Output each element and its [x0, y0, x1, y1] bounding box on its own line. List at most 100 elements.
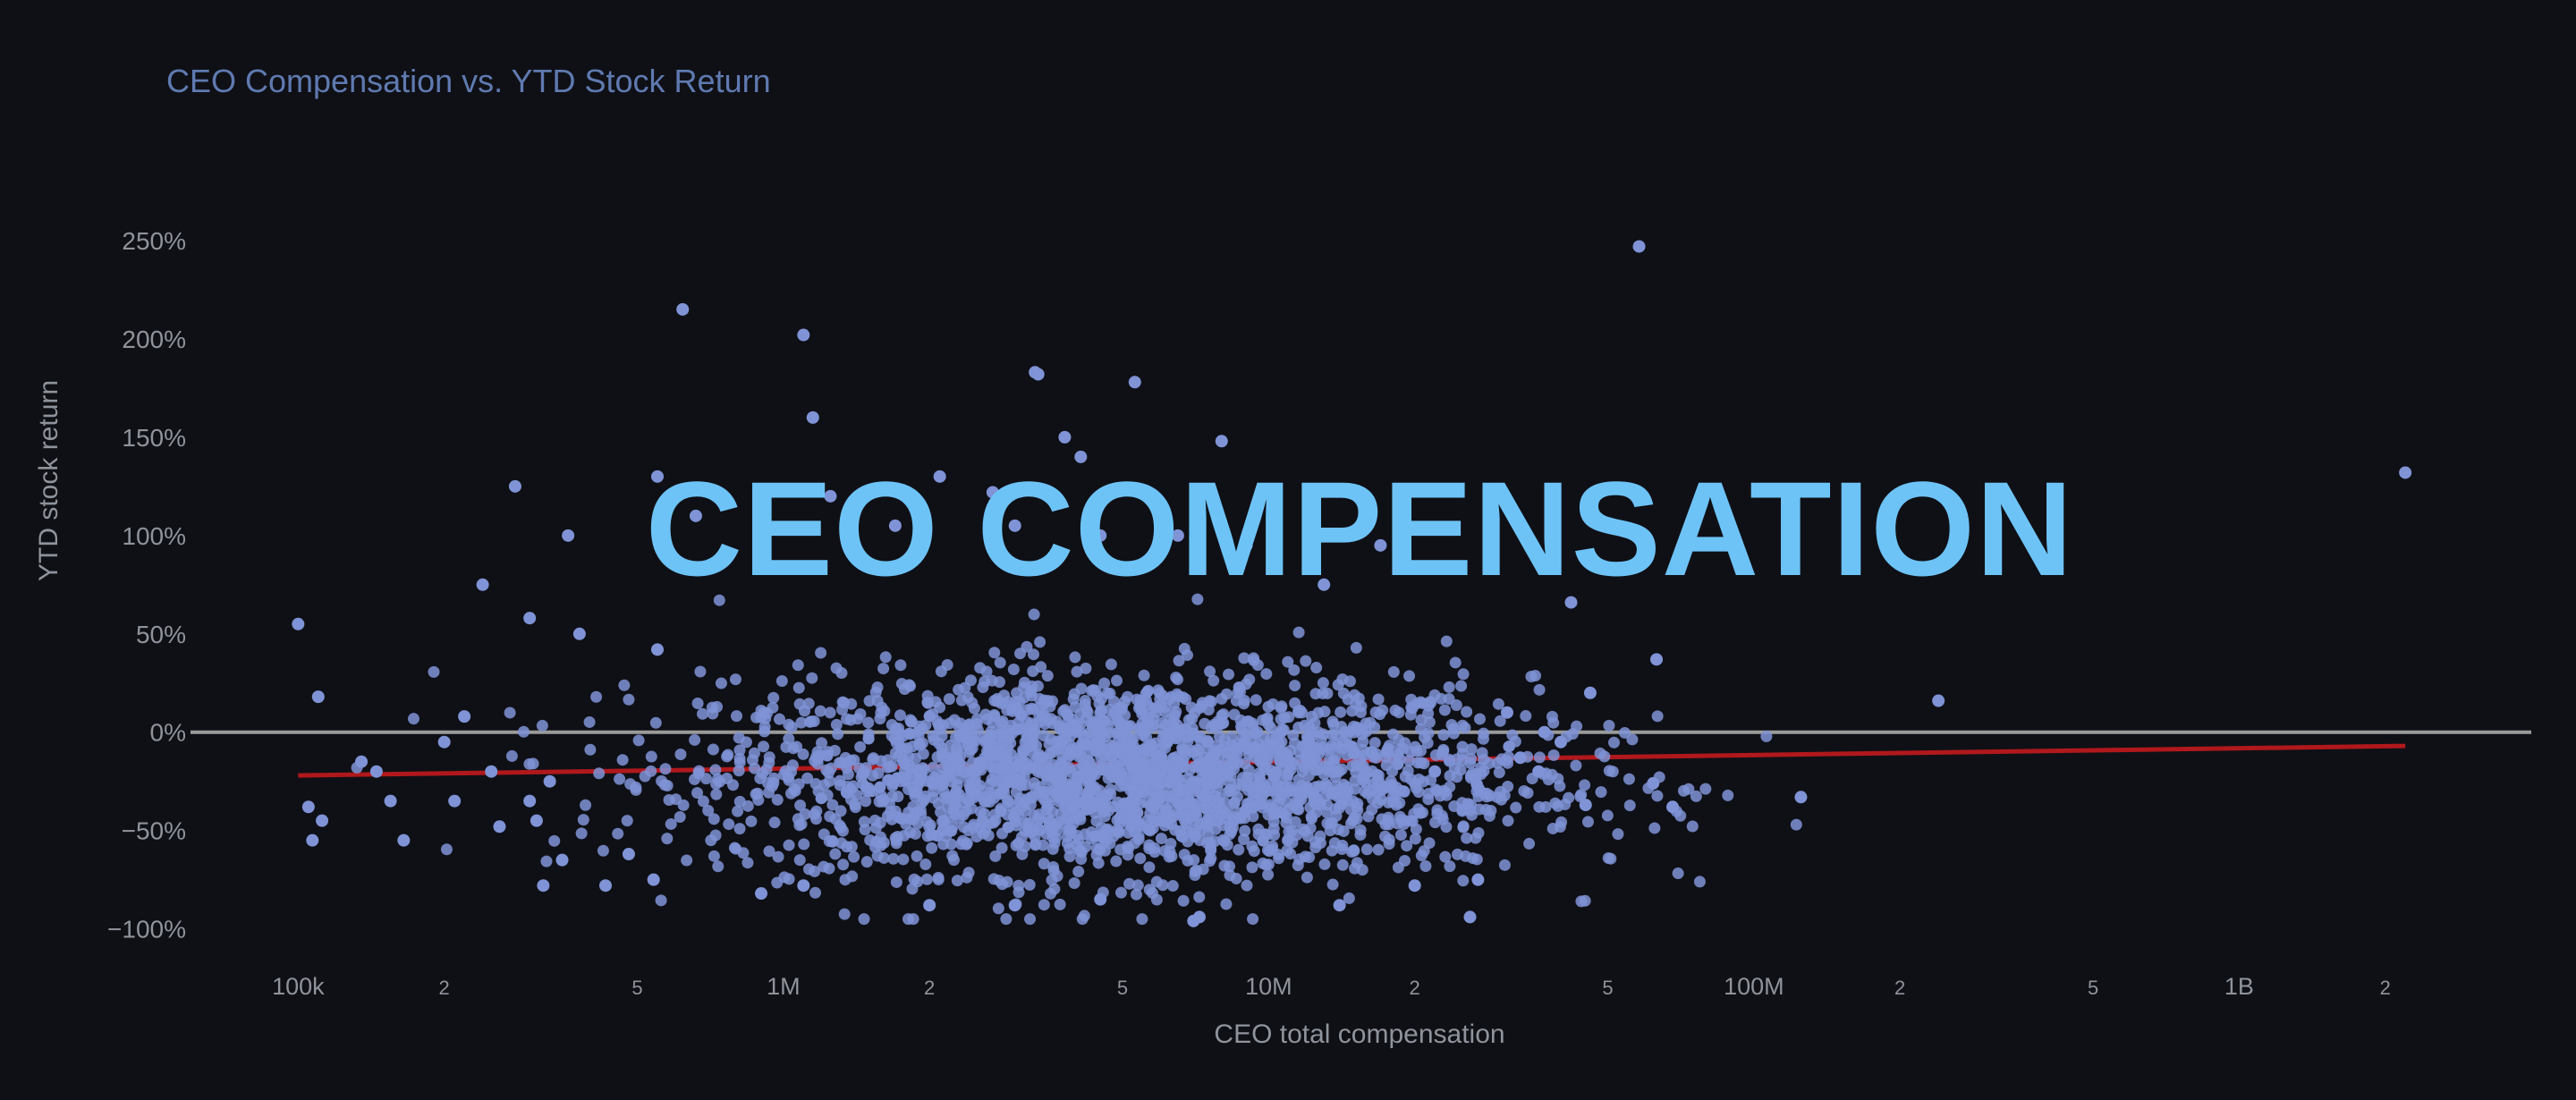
data-point	[1005, 800, 1018, 813]
data-point	[1009, 816, 1021, 828]
data-point	[580, 799, 592, 811]
data-point	[1143, 884, 1156, 896]
x-tick-label: 5	[1602, 977, 1613, 999]
data-point	[1205, 696, 1217, 708]
data-point	[1007, 663, 1020, 675]
data-point	[723, 818, 735, 831]
data-point	[1619, 726, 1631, 739]
data-point	[1444, 860, 1456, 873]
data-point	[899, 757, 911, 770]
data-point	[826, 799, 839, 811]
data-point	[733, 756, 746, 768]
data-point	[1326, 878, 1339, 891]
data-point	[1038, 709, 1051, 722]
data-point	[1208, 835, 1221, 848]
data-point	[1650, 653, 1664, 666]
data-point	[1178, 849, 1191, 861]
data-point	[1393, 707, 1405, 719]
data-point	[1500, 754, 1513, 766]
data-point	[931, 715, 944, 728]
data-point	[1502, 815, 1514, 827]
data-point	[1318, 728, 1330, 740]
data-point	[752, 794, 765, 807]
data-point	[1595, 786, 1607, 799]
data-point	[1456, 740, 1469, 753]
data-point	[894, 812, 907, 825]
data-point	[1364, 746, 1377, 758]
data-point	[1201, 736, 1214, 749]
data-point	[1547, 749, 1560, 761]
data-point	[1493, 766, 1505, 779]
data-point	[1521, 787, 1534, 800]
data-point	[1325, 817, 1337, 830]
data-point	[1075, 846, 1088, 859]
data-point	[897, 853, 910, 866]
data-point	[1002, 724, 1014, 737]
data-point	[1080, 712, 1093, 724]
data-point	[835, 805, 847, 817]
data-point	[976, 817, 988, 829]
data-point	[670, 793, 682, 806]
data-point	[1699, 783, 1712, 795]
data-point	[1343, 740, 1356, 752]
data-point	[1019, 736, 1031, 749]
data-point	[1246, 861, 1258, 874]
data-point	[1443, 681, 1455, 693]
data-point	[1303, 721, 1316, 733]
data-point	[888, 519, 902, 532]
data-point	[858, 913, 870, 926]
data-point	[894, 659, 907, 672]
data-point	[935, 665, 947, 678]
data-point	[1138, 669, 1150, 681]
data-point	[1472, 826, 1485, 839]
data-point	[575, 827, 588, 840]
data-point	[1438, 704, 1451, 716]
data-point	[713, 594, 725, 606]
data-point	[681, 854, 693, 867]
data-point	[741, 857, 754, 869]
data-point	[1306, 730, 1318, 742]
data-point	[1273, 852, 1285, 865]
data-point	[1061, 763, 1073, 775]
data-point	[1000, 913, 1013, 926]
data-point	[783, 839, 795, 851]
data-point	[920, 873, 933, 885]
y-tick-label: −50%	[122, 817, 186, 845]
data-point	[967, 821, 979, 833]
data-point	[1256, 801, 1268, 814]
data-point	[1034, 781, 1046, 793]
data-point	[1136, 913, 1148, 926]
data-point	[1321, 687, 1334, 699]
data-point	[1282, 786, 1294, 799]
data-point	[1492, 698, 1504, 710]
data-point	[1318, 768, 1330, 781]
x-tick-label: 5	[631, 977, 642, 999]
data-point	[1235, 723, 1248, 736]
data-point	[1066, 801, 1079, 814]
data-point	[674, 811, 686, 824]
data-point	[1347, 815, 1360, 827]
data-point	[1114, 812, 1126, 825]
data-point	[806, 410, 819, 424]
data-point	[1579, 779, 1591, 791]
data-point	[981, 713, 994, 725]
data-point	[862, 732, 875, 745]
data-point	[355, 755, 369, 768]
data-point	[1318, 578, 1331, 591]
data-point	[1385, 783, 1398, 795]
data-point	[1082, 755, 1095, 767]
data-point	[1061, 837, 1073, 850]
data-point	[1305, 710, 1318, 723]
data-point	[647, 873, 660, 886]
data-point	[1525, 670, 1538, 682]
data-point	[1051, 870, 1063, 883]
data-point	[1187, 746, 1199, 758]
data-point	[845, 841, 858, 853]
data-point	[993, 676, 1005, 689]
data-point	[1135, 786, 1148, 799]
data-point	[839, 874, 852, 886]
data-point	[1276, 807, 1289, 819]
data-point	[898, 683, 911, 696]
data-point	[860, 856, 873, 868]
data-point	[1155, 833, 1167, 845]
